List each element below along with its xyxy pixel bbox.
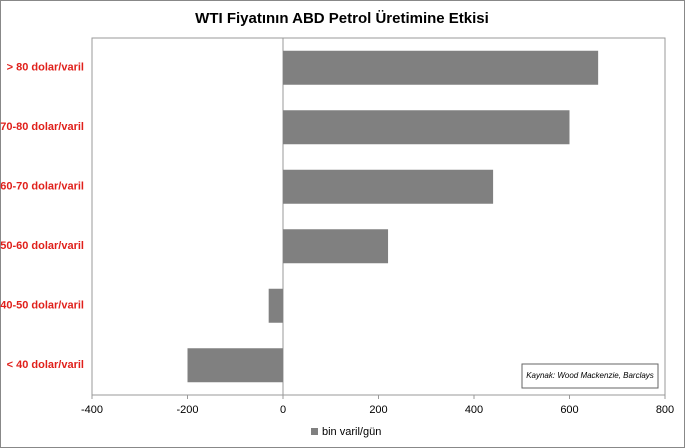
y-tick-label: < 40 dolar/varil <box>7 359 84 371</box>
y-tick-label: 40-50 dolar/varil <box>0 300 84 312</box>
x-tick-label: -400 <box>81 404 103 416</box>
bar <box>268 288 283 323</box>
chart-title: WTI Fiyatının ABD Petrol Üretimine Etkis… <box>195 10 489 27</box>
y-tick-label: 60-70 dolar/varil <box>0 181 84 193</box>
x-tick-label: 400 <box>465 404 483 416</box>
legend-swatch <box>311 428 318 435</box>
x-tick-label: 0 <box>280 404 286 416</box>
legend-label: bin varil/gün <box>322 426 381 438</box>
x-tick-label: 200 <box>369 404 387 416</box>
bar <box>283 110 570 145</box>
bar <box>283 169 494 204</box>
annotation-box <box>521 363 659 389</box>
bar <box>283 50 599 85</box>
annotation: Kaynak: Wood Mackenzie, Barclays <box>526 371 654 380</box>
bar <box>283 229 389 264</box>
y-tick-label: 70-80 dolar/varil <box>0 121 84 133</box>
y-tick-label: > 80 dolar/varil <box>7 62 84 74</box>
y-tick-label: 50-60 dolar/varil <box>0 240 84 252</box>
x-tick-label: -200 <box>176 404 198 416</box>
bar <box>187 348 283 383</box>
x-tick-label: 600 <box>560 404 578 416</box>
x-tick-label: 800 <box>656 404 674 416</box>
